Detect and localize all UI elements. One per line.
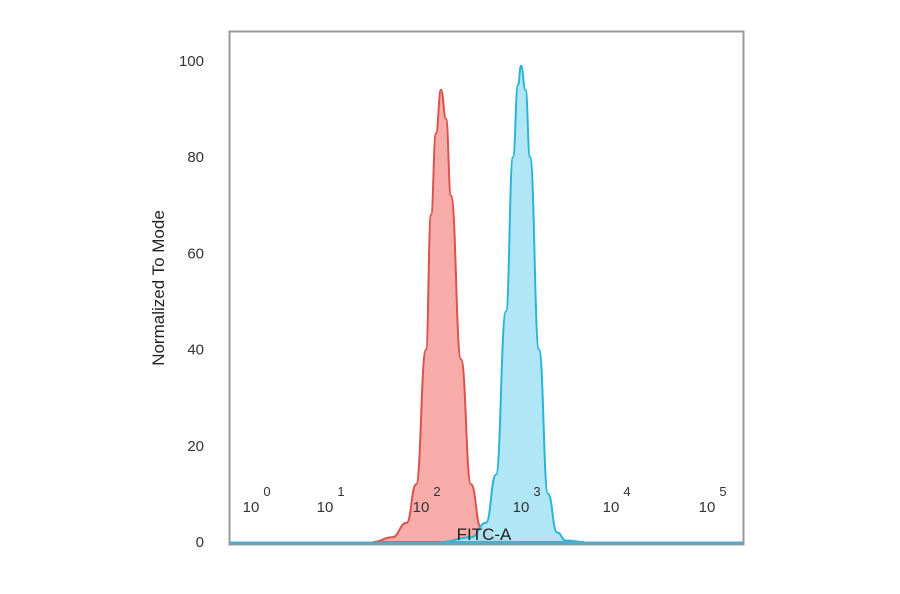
y-tick-label: 20 <box>187 438 204 455</box>
x-tick-base: 10 <box>603 499 620 516</box>
y-tick-label: 60 <box>187 245 204 262</box>
x-tick-base: 10 <box>243 499 260 516</box>
series-red-histogram <box>372 88 522 543</box>
x-tick-exponent: 1 <box>337 484 344 499</box>
x-tick-exponent: 3 <box>533 484 540 499</box>
y-axis-label: Normalized To Mode <box>149 210 168 366</box>
x-tick-base: 10 <box>513 499 530 516</box>
x-tick-exponent: 0 <box>263 484 270 499</box>
x-axis-label: FITC-A <box>457 525 512 544</box>
plot-frame <box>228 30 745 546</box>
x-tick-base: 10 <box>317 499 334 516</box>
x-tick-exponent: 4 <box>623 484 630 499</box>
series-layer <box>372 64 585 543</box>
x-tick-base: 10 <box>699 499 716 516</box>
y-tick-label: 80 <box>187 149 204 166</box>
x-tick-base: 10 <box>413 499 430 516</box>
y-tick-label: 40 <box>187 342 204 359</box>
series-blue-histogram <box>440 64 585 543</box>
x-tick-exponent: 2 <box>433 484 440 499</box>
y-axis-ticks: 0 20 40 60 80 100 <box>179 53 204 551</box>
y-tick-label: 100 <box>179 53 204 70</box>
y-tick-label: 0 <box>196 534 204 551</box>
x-tick-exponent: 5 <box>719 484 726 499</box>
